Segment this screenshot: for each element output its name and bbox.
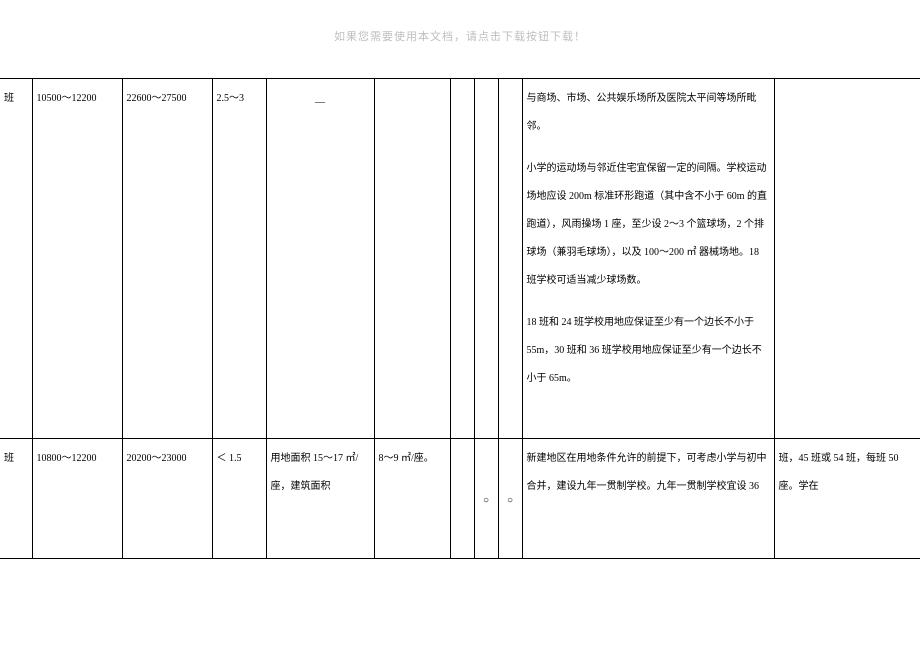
table-row: 班 10500～12200 22600～27500 2.5～3 — 与商场、市场… — [0, 79, 920, 439]
cell-notes: 与商场、市场、公共娱乐场所及医院太平间等场所毗邻。 小学的运动场与邻近住宅宜保留… — [522, 79, 774, 439]
cell-class: 班 — [0, 79, 32, 439]
cell-value: ＜ 1.5 — [212, 439, 266, 559]
cell-value: 22600～27500 — [122, 79, 212, 439]
cell-mark: ○ — [498, 439, 522, 559]
note-paragraph: 与商场、市场、公共娱乐场所及医院太平间等场所毗邻。 — [527, 85, 770, 141]
document-table-wrap: 班 10500～12200 22600～27500 2.5～3 — 与商场、市场… — [0, 78, 920, 559]
note-paragraph: 18 班和 24 班学校用地应保证至少有一个边长不小于 55m，30 班和 36… — [527, 309, 770, 393]
cell-empty — [474, 79, 498, 439]
cell-value: 10500～12200 — [32, 79, 122, 439]
cell-value: 8～9 ㎡/座。 — [374, 439, 450, 559]
cell-mark: ○ — [474, 439, 498, 559]
cell-value: 20200～23000 — [122, 439, 212, 559]
header-note: 如果您需要使用本文档，请点击下载按钮下载！ — [0, 28, 920, 44]
spec-table: 班 10500～12200 22600～27500 2.5～3 — 与商场、市场… — [0, 78, 920, 559]
cell-notes: 班，45 班或 54 班，每班 50 座。学在 — [774, 439, 920, 559]
cell-empty — [498, 79, 522, 439]
cell-value: 2.5～3 — [212, 79, 266, 439]
cell-class: 班 — [0, 439, 32, 559]
cell-value: — — [266, 79, 374, 439]
cell-empty — [774, 79, 920, 439]
cell-mark — [450, 439, 474, 559]
cell-value: 10800～12200 — [32, 439, 122, 559]
table-row: 班 10800～12200 20200～23000 ＜ 1.5 用地面积 15～… — [0, 439, 920, 559]
cell-empty — [374, 79, 450, 439]
cell-empty — [450, 79, 474, 439]
cell-notes: 新建地区在用地条件允许的前提下，可考虑小学与初中合并，建设九年一贯制学校。九年一… — [522, 439, 774, 559]
note-paragraph: 小学的运动场与邻近住宅宜保留一定的间隔。学校运动场地应设 200m 标准环形跑道… — [527, 155, 770, 295]
cell-value: 用地面积 15～17 ㎡/座，建筑面积 — [266, 439, 374, 559]
